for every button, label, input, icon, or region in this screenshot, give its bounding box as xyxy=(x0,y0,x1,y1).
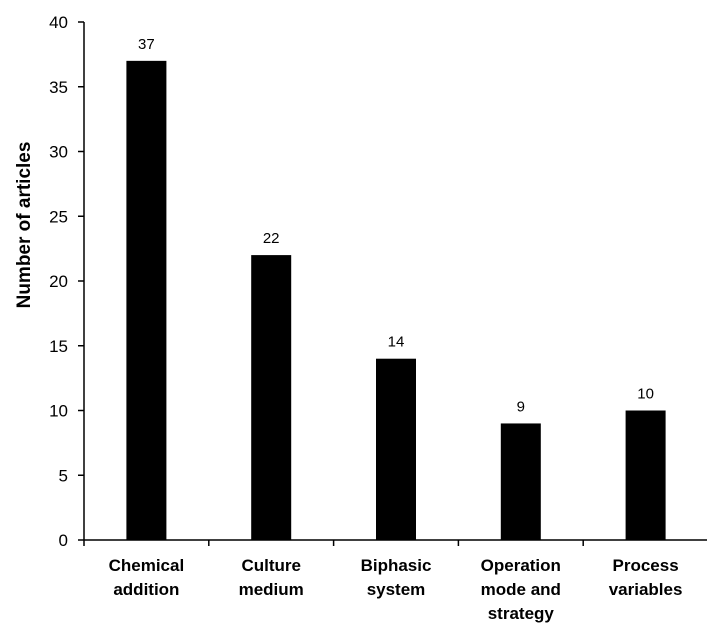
bar xyxy=(500,423,541,540)
data-label: 14 xyxy=(388,334,405,351)
y-tick-label: 0 xyxy=(59,531,68,550)
data-label: 10 xyxy=(637,386,654,403)
data-label: 22 xyxy=(263,230,280,247)
y-tick-label: 35 xyxy=(49,78,68,97)
data-label: 9 xyxy=(517,398,525,415)
y-tick-label: 40 xyxy=(49,13,68,32)
x-tick-label: Chemical addition xyxy=(109,556,185,599)
y-tick-label: 25 xyxy=(49,207,68,226)
y-tick-label: 5 xyxy=(59,466,68,485)
bar xyxy=(625,410,666,540)
x-tick-label: Biphasic system xyxy=(361,556,432,599)
bars-group xyxy=(126,60,666,540)
y-tick-label: 15 xyxy=(49,337,68,356)
data-labels-group: 37 22 14 9 10 xyxy=(138,36,654,416)
data-label: 37 xyxy=(138,36,155,53)
bar xyxy=(126,60,167,540)
x-tick-label: Process variables xyxy=(609,556,683,599)
y-tick-label: 30 xyxy=(49,143,68,162)
y-axis-title: Number of articles xyxy=(14,142,35,309)
y-axis: 0 5 10 15 20 25 30 35 40 xyxy=(49,13,85,550)
x-axis: Chemical addition Culture medium Biphasic sys… xyxy=(83,539,707,623)
bar xyxy=(376,358,416,540)
x-tick-label: Culture medium xyxy=(239,556,304,599)
x-tick-label: Operation mode and strategy xyxy=(481,556,561,623)
y-tick-label: 20 xyxy=(49,272,68,291)
y-tick-label: 10 xyxy=(49,402,68,421)
bar xyxy=(251,255,292,540)
